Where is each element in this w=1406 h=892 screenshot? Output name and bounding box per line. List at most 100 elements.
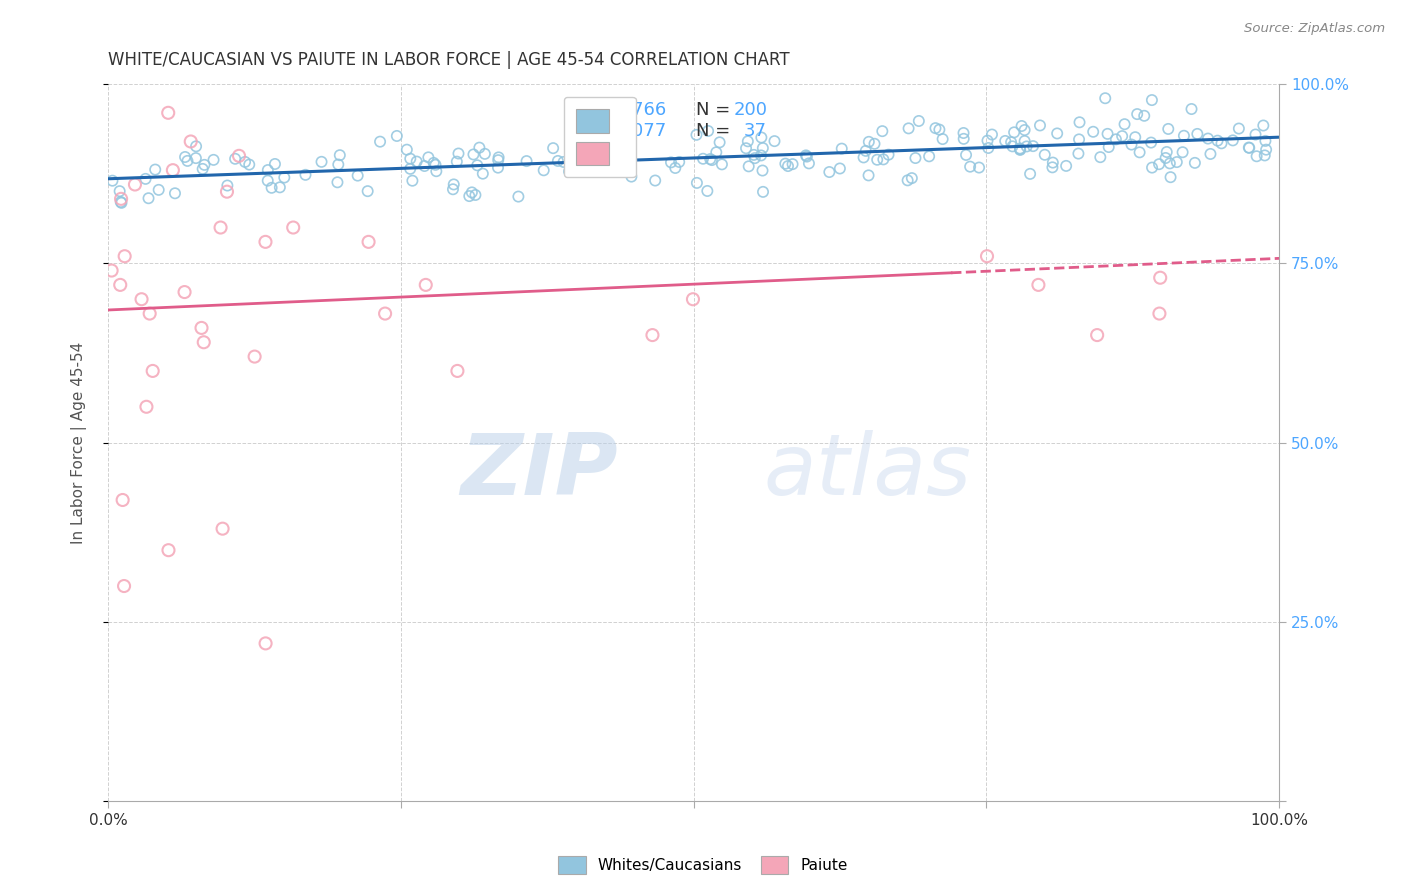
Point xyxy=(1105,132,1128,146)
Point xyxy=(897,173,920,187)
Point xyxy=(1237,140,1260,154)
Point xyxy=(641,328,664,343)
Point xyxy=(682,292,704,306)
Point xyxy=(976,134,998,148)
Point xyxy=(474,146,496,161)
Point xyxy=(131,292,153,306)
Text: WHITE/CAUCASIAN VS PAIUTE IN LABOR FORCE | AGE 45-54 CORRELATION CHART: WHITE/CAUCASIAN VS PAIUTE IN LABOR FORCE… xyxy=(108,51,790,69)
Point xyxy=(418,150,440,164)
Point xyxy=(699,152,721,166)
Point xyxy=(828,161,851,176)
Point xyxy=(877,147,900,161)
Point xyxy=(866,153,889,167)
Point xyxy=(395,143,418,157)
Point xyxy=(818,165,841,179)
Point xyxy=(1083,125,1105,139)
Point xyxy=(1090,150,1112,164)
Point xyxy=(797,156,820,170)
Point xyxy=(157,105,180,120)
Point xyxy=(283,220,305,235)
Point xyxy=(184,139,207,153)
Point xyxy=(1206,134,1229,148)
Point xyxy=(704,145,727,160)
Point xyxy=(488,150,510,164)
Point xyxy=(180,135,202,149)
Point xyxy=(1054,159,1077,173)
Point xyxy=(108,184,131,198)
Point xyxy=(1022,139,1045,153)
Text: N =: N = xyxy=(696,121,735,140)
Point xyxy=(737,134,759,148)
Point xyxy=(1002,125,1025,139)
Point xyxy=(124,178,146,192)
Point xyxy=(752,185,775,199)
Point xyxy=(162,163,184,178)
Point xyxy=(1159,156,1181,170)
Point xyxy=(710,157,733,171)
Point xyxy=(464,188,486,202)
Point xyxy=(644,173,666,187)
Point xyxy=(1180,102,1202,116)
Point xyxy=(163,186,186,201)
Point xyxy=(533,163,555,178)
Point xyxy=(425,158,447,172)
Point xyxy=(1067,146,1090,161)
Point xyxy=(1126,107,1149,121)
Point xyxy=(1140,161,1163,175)
Point xyxy=(346,169,368,183)
Point xyxy=(110,192,132,206)
Point xyxy=(659,155,682,169)
Text: R =: R = xyxy=(571,101,610,119)
Text: atlas: atlas xyxy=(763,430,972,513)
Point xyxy=(399,152,422,166)
Point xyxy=(576,157,599,171)
Point xyxy=(617,143,640,157)
Point xyxy=(863,136,886,151)
Point xyxy=(1129,145,1152,160)
Point xyxy=(1254,134,1277,148)
Text: 200: 200 xyxy=(734,101,768,119)
Point xyxy=(209,220,232,235)
Point xyxy=(329,148,352,162)
Point xyxy=(752,141,775,155)
Point xyxy=(664,161,686,175)
Point xyxy=(567,139,589,153)
Point xyxy=(763,134,786,148)
Point xyxy=(399,161,422,176)
Point xyxy=(794,148,817,162)
Point xyxy=(110,277,132,292)
Point xyxy=(211,522,233,536)
Point xyxy=(1254,148,1277,162)
Point xyxy=(1222,133,1244,147)
Point xyxy=(508,189,530,203)
Point xyxy=(1239,141,1261,155)
Point xyxy=(101,174,124,188)
Point xyxy=(700,153,723,167)
Point xyxy=(749,148,772,162)
Point xyxy=(461,186,484,200)
Point xyxy=(1029,119,1052,133)
Y-axis label: In Labor Force | Age 45-54: In Labor Force | Age 45-54 xyxy=(72,342,87,544)
Point xyxy=(692,152,714,166)
Point xyxy=(111,493,134,508)
Point xyxy=(446,154,468,169)
Point xyxy=(465,158,488,172)
Point xyxy=(405,154,427,169)
Point xyxy=(174,150,197,164)
Point xyxy=(1067,132,1090,146)
Point xyxy=(685,128,707,142)
Legend: , : , xyxy=(564,96,636,178)
Point xyxy=(977,141,1000,155)
Point xyxy=(447,146,470,161)
Point xyxy=(1253,119,1275,133)
Point xyxy=(112,579,135,593)
Point xyxy=(1011,119,1033,133)
Point xyxy=(735,141,758,155)
Point xyxy=(463,147,485,161)
Point xyxy=(425,164,447,178)
Point xyxy=(356,184,378,198)
Point xyxy=(1015,139,1038,153)
Point xyxy=(516,154,538,169)
Point xyxy=(256,163,278,178)
Point xyxy=(1046,127,1069,141)
